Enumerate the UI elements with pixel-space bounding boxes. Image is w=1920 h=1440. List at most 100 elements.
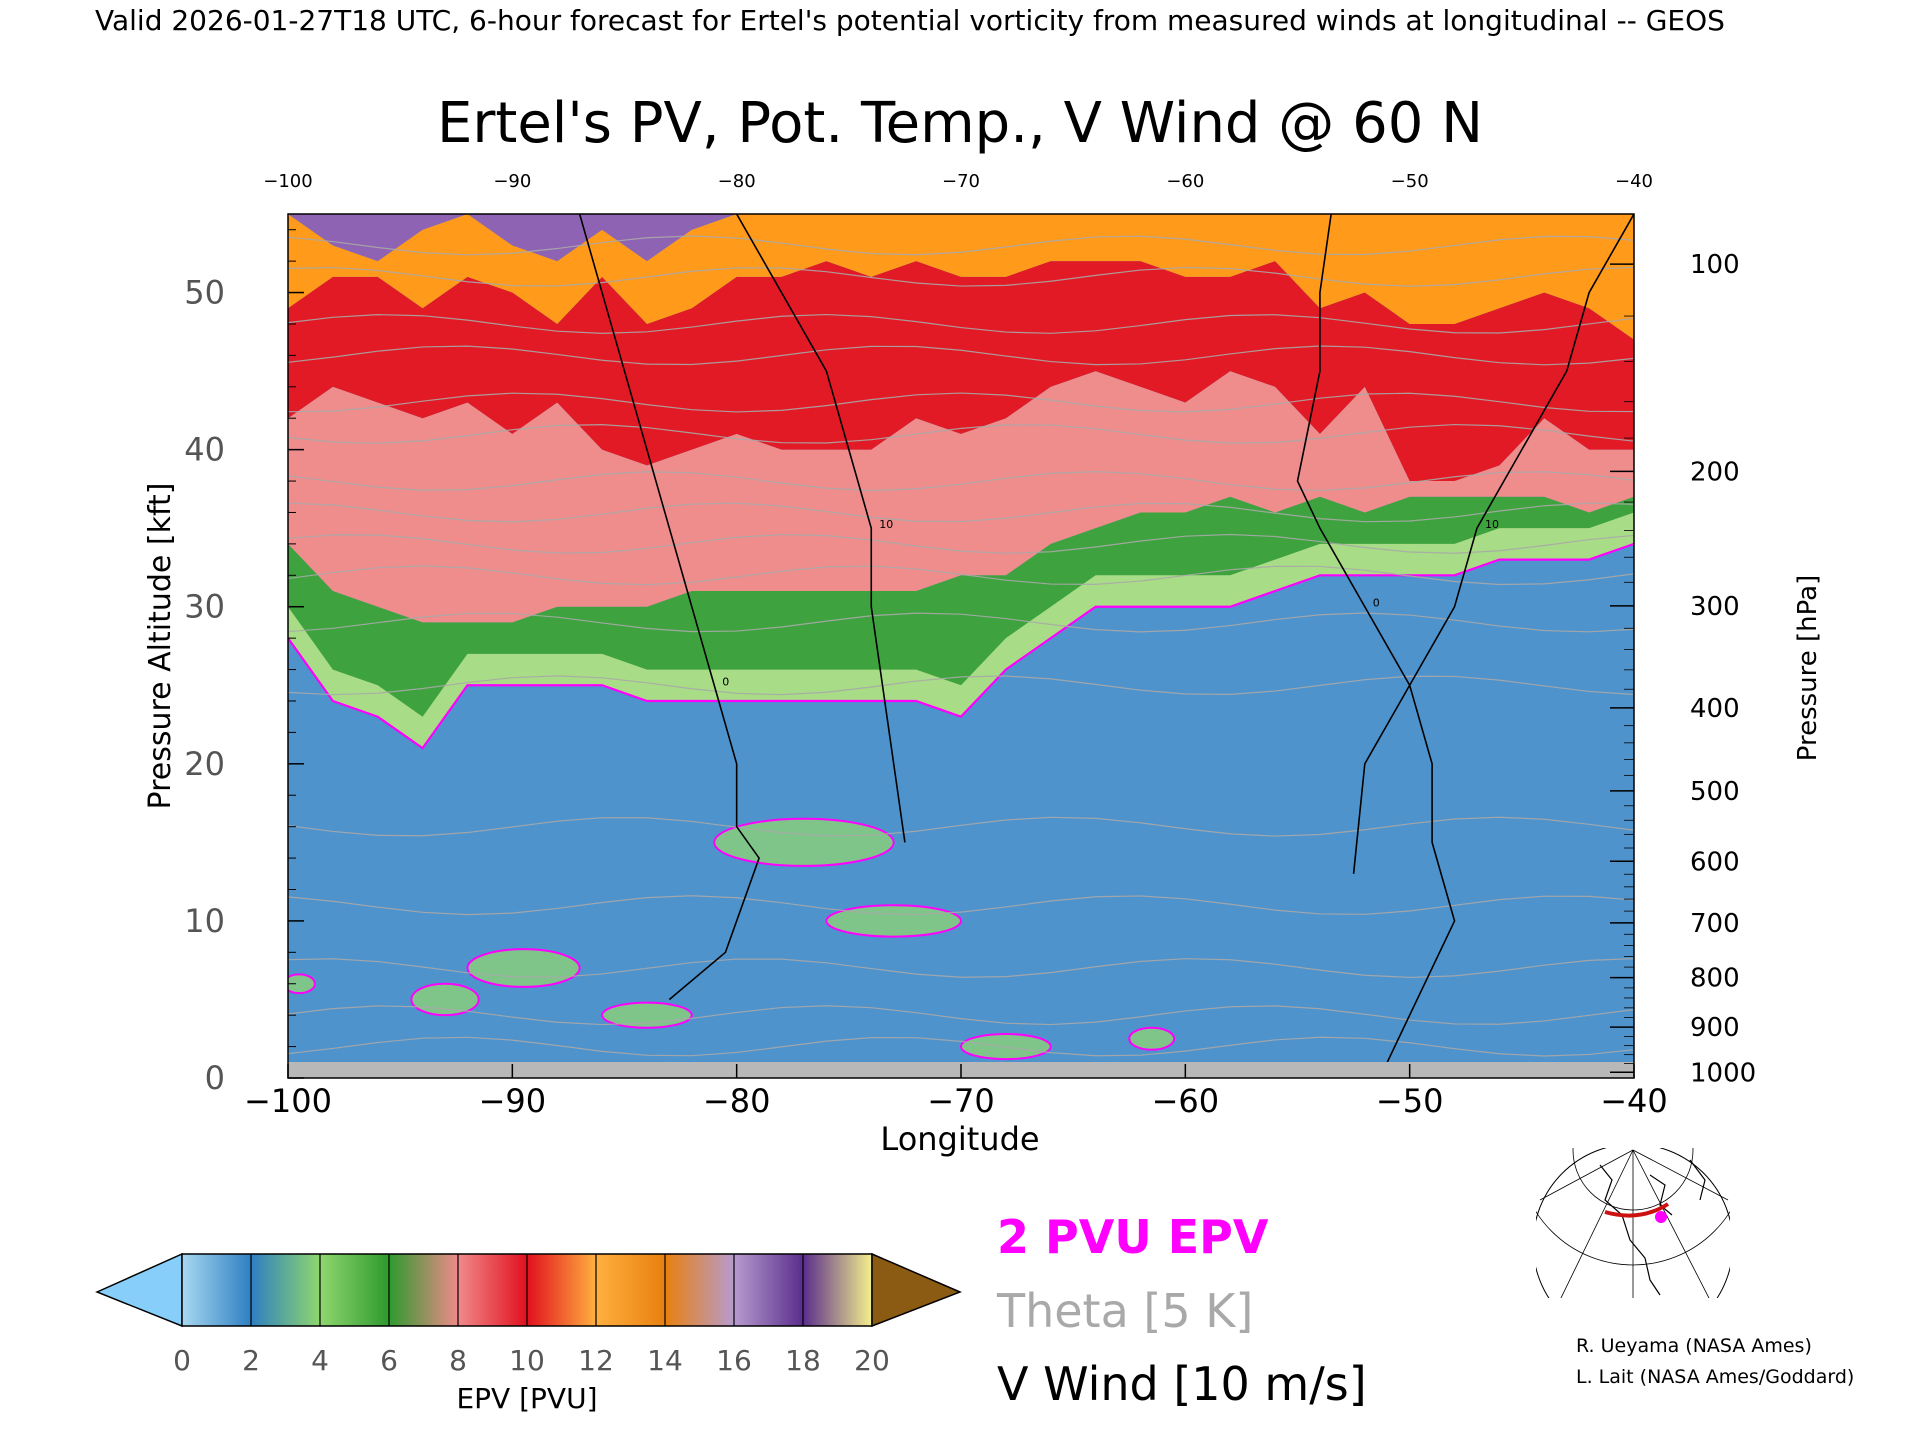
two-pvu-blob: [410, 982, 480, 1017]
map-location-marker: [1655, 1211, 1667, 1223]
theta-contour: [288, 895, 1634, 916]
pressure-tick-label: 700: [1690, 909, 1740, 939]
two-pvu-blob: [601, 1001, 693, 1029]
epv-band-12-14: [288, 214, 1634, 340]
x-tick-label: −100: [244, 1082, 332, 1120]
colorbar-tick-label: 14: [647, 1344, 683, 1377]
epv-band-6-10: [288, 371, 1634, 623]
colorbar-label: EPV [PVU]: [456, 1382, 597, 1415]
theta-contour: [288, 958, 1634, 979]
theta-contour: [288, 533, 1634, 554]
theta-contour: [288, 675, 1634, 696]
map-cross-section-path: [1604, 1202, 1670, 1218]
top-x-tick-label: −90: [493, 171, 531, 192]
theta-contour: [288, 392, 1634, 413]
y-tick-label: 10: [184, 902, 225, 940]
theta-contour: [288, 612, 1634, 633]
theta-contour: [288, 502, 1634, 523]
v-wind-contour-label: 10: [879, 518, 893, 531]
colorbar-tick-label: 2: [242, 1344, 260, 1377]
x-tick-label: −40: [1600, 1082, 1668, 1120]
colorbar-tick-label: 10: [509, 1344, 545, 1377]
pressure-tick-label: 1000: [1690, 1058, 1756, 1088]
v-wind-contour: [735, 214, 906, 843]
v-wind-contour-label: 0: [1373, 597, 1380, 610]
y-tick-label: 40: [184, 431, 225, 469]
v-wind-contour-label: 10: [1485, 518, 1499, 531]
top-tick-labels: −100 −90 −80 −70 −60 −50 −40: [263, 171, 1653, 192]
credit-line-1: R. Ueyama (NASA Ames): [1576, 1335, 1812, 1357]
v-wind-contour: [578, 214, 760, 1001]
theta-contour: [288, 235, 1634, 256]
top-x-tick-label: −40: [1615, 171, 1653, 192]
header-text: Valid 2026-01-27T18 UTC, 6-hour forecast…: [95, 4, 1725, 37]
pressure-tick-label: 300: [1690, 592, 1740, 622]
pressure-tick-label: 200: [1690, 457, 1740, 487]
theta-contour: [288, 816, 1634, 837]
pressure-tick-label: 600: [1690, 847, 1740, 877]
theta-contour: [288, 266, 1634, 287]
legend-vwind: V Wind [10 m/s]: [997, 1357, 1367, 1411]
plot-area: 0 10 0 10: [288, 214, 1634, 1078]
theta-contour: [288, 345, 1634, 366]
x-tick-label: −90: [479, 1082, 547, 1120]
y-tick-label: 50: [184, 274, 225, 312]
colorbar-tick-label: 20: [854, 1344, 890, 1377]
v-wind-contour: [1352, 214, 1634, 874]
pressure-tick-label: 400: [1690, 694, 1740, 724]
x-tick-label: −80: [703, 1082, 771, 1120]
theta-contour: [288, 471, 1634, 492]
pressure-tick-label: 500: [1690, 777, 1740, 807]
two-pvu-blob: [466, 948, 581, 988]
legend-2pvu: 2 PVU EPV: [997, 1210, 1269, 1264]
colorbar-tick-label: 8: [449, 1344, 467, 1377]
top-x-tick-label: −60: [1166, 171, 1204, 192]
top-x-tick-label: −80: [718, 171, 756, 192]
x-axis-label: Longitude: [880, 1120, 1039, 1158]
colorbar-tick-label: 6: [380, 1344, 398, 1377]
colorbar-tick-label: 4: [311, 1344, 329, 1377]
v-wind-contour-label: 0: [722, 675, 729, 688]
locator-map: [1536, 1148, 1730, 1298]
map-graticule: [1536, 1148, 1730, 1298]
y-tick-label: 30: [184, 588, 225, 626]
two-pvu-blob: [1128, 1026, 1176, 1051]
colorbar-max-arrow: [871, 1252, 962, 1328]
two-pvu-blob: [825, 904, 963, 938]
theta-contour: [288, 313, 1634, 334]
theta-contour: [288, 1005, 1634, 1026]
theta-contour: [288, 423, 1634, 444]
credit-line-2: L. Lait (NASA Ames/Goddard): [1576, 1366, 1854, 1388]
theta-contour: [288, 1036, 1634, 1057]
x-tick-label: −60: [1152, 1082, 1220, 1120]
colorbar-tick-label: 16: [716, 1344, 752, 1377]
legend-theta: Theta [5 K]: [996, 1284, 1253, 1338]
y-axis-label-left: Pressure Altitude [kft]: [143, 483, 178, 810]
x-tick-label: −70: [927, 1082, 995, 1120]
y-tick-labels: 0 10 20 30 40 50: [184, 229, 304, 1097]
x-tick-labels: −100 −90 −80 −70 −60 −50 −40: [244, 1064, 1668, 1120]
pressure-tick-label: 900: [1690, 1013, 1740, 1043]
x-tick-label: −50: [1376, 1082, 1444, 1120]
top-x-tick-label: −70: [942, 171, 980, 192]
pressure-tick-labels: 100 200 300 400 500 600 700 800 900 1000: [1610, 250, 1756, 1088]
colorbar-tick-label: 18: [785, 1344, 821, 1377]
two-pvu-blob: [713, 817, 895, 867]
colorbar: 0 2 4 6 8 10 12 14 16 18 20 EPV [PVU]: [95, 1252, 962, 1415]
colorbar-min-arrow: [95, 1252, 183, 1328]
epv-band-14-plus: [288, 214, 1634, 262]
colorbar-tick-label: 12: [578, 1344, 614, 1377]
y-tick-label: 0: [205, 1059, 225, 1097]
y-axis-label-right: Pressure [hPa]: [1793, 575, 1823, 762]
chart-title: Ertel's PV, Pot. Temp., V Wind @ 60 N: [437, 91, 1483, 156]
top-x-tick-label: −50: [1391, 171, 1429, 192]
theta-contour: [288, 565, 1634, 586]
v-wind-contour: [1296, 214, 1456, 1063]
colorbar-tick-label: 0: [173, 1344, 191, 1377]
epv-band-2-4: [288, 512, 1634, 749]
pressure-tick-label: 800: [1690, 964, 1740, 994]
two-pvu-contour: [288, 542, 1634, 750]
two-pvu-blob: [288, 973, 316, 995]
pressure-tick-label: 100: [1690, 250, 1740, 280]
